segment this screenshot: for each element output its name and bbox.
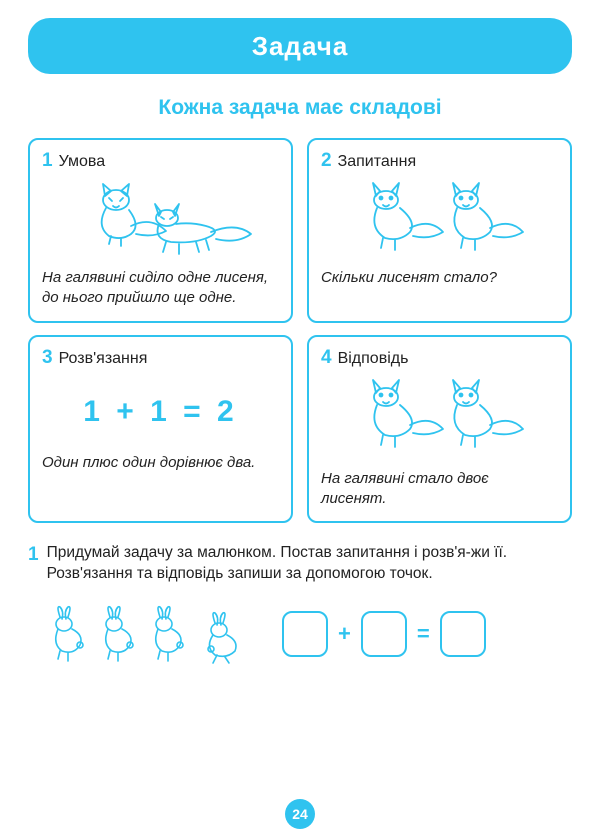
card-label: Запитання [338,153,417,171]
page-subtitle: Кожна задача має складові [28,96,572,120]
equation: 1 + 1 = 2 [42,375,279,445]
card-text: На галявині стало двоє лисенят. [321,469,558,510]
foxes-pair-icon [321,375,558,457]
exercise: 1 Придумай задачу за малюнком. Постав за… [28,543,572,585]
card-label: Відповідь [338,350,409,368]
card-condition: 1 Умова [28,138,293,323]
exercise-text: Придумай задачу за малюнком. Постав запи… [47,543,572,585]
rabbits-icon [38,599,268,669]
foxes-sitting-icon [42,178,279,260]
card-solution: 3 Розв'язання 1 + 1 = 2 Один плюс один д… [28,335,293,524]
blank-box[interactable] [440,611,486,657]
card-text: Один плюс один дорівнює два. [42,453,279,473]
cards-grid: 1 Умова [28,138,572,523]
exercise-number: 1 [28,543,39,568]
plus-sign: + [338,621,351,647]
card-question: 2 Запитання [307,138,572,323]
equation-blanks: + = [282,611,486,657]
card-label: Розв'язання [59,350,148,368]
blank-box[interactable] [282,611,328,657]
card-header: 3 Розв'язання [42,347,279,369]
foxes-pair-icon [321,178,558,260]
page-number: 24 [285,799,315,829]
card-label: Умова [59,153,106,171]
card-text: Скільки лисенят стало? [321,268,558,288]
card-header: 2 Запитання [321,150,558,172]
card-number: 3 [42,347,53,369]
card-header: 4 Відповідь [321,347,558,369]
equals-sign: = [417,621,430,647]
card-number: 2 [321,150,332,172]
page-title: Задача [252,31,349,62]
card-number: 1 [42,150,53,172]
header-banner: Задача [28,18,572,74]
blank-box[interactable] [361,611,407,657]
card-answer: 4 Відповідь [307,335,572,524]
card-number: 4 [321,347,332,369]
exercise-row: + = [28,599,572,669]
card-header: 1 Умова [42,150,279,172]
card-text: На галявині сиділо одне лисеня, до нього… [42,268,279,309]
